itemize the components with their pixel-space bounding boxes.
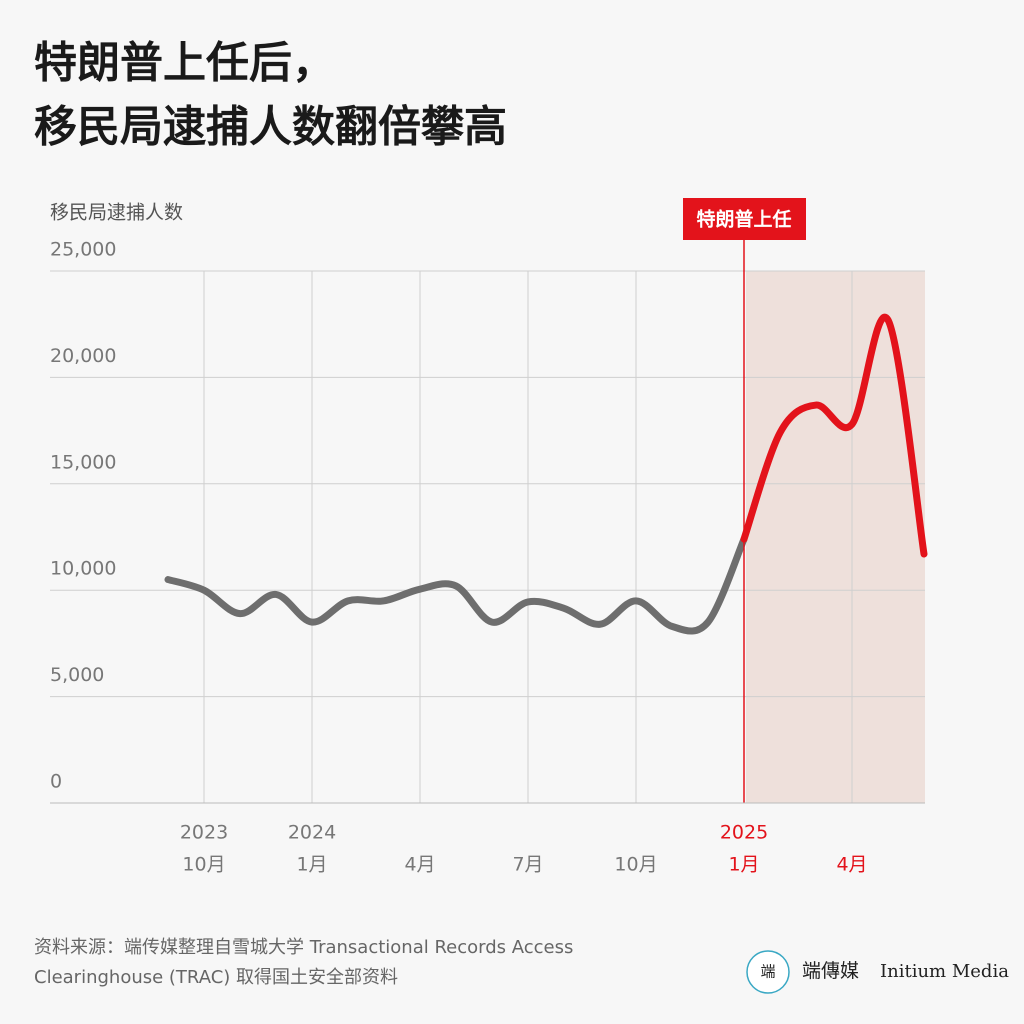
x-tick-label: 1月 bbox=[728, 854, 759, 876]
logo bbox=[746, 950, 790, 994]
chart-title: 特朗普上任后， bbox=[34, 39, 335, 89]
source: Clearinghouse (TRAC) 取得国土安全部资料 bbox=[34, 967, 398, 988]
brand-name: 端傳媒 bbox=[802, 960, 859, 982]
x-tick-label: 4月 bbox=[836, 854, 867, 876]
chart-title: 移民局逮捕人数翻倍攀高 bbox=[34, 103, 507, 153]
annotation: 特朗普上任 bbox=[696, 208, 791, 231]
y-axis-label: 移民局逮捕人数 bbox=[50, 202, 183, 224]
logo-text: 端 bbox=[760, 963, 775, 981]
y-tick-label: 25,000 bbox=[50, 239, 116, 261]
x-tick-year: 2025 bbox=[720, 822, 768, 844]
x-tick-label: 1月 bbox=[296, 854, 327, 876]
y-tick-label: 5,000 bbox=[50, 664, 104, 686]
y-tick-label: 20,000 bbox=[50, 345, 116, 367]
brand-name-en: Initium Media bbox=[880, 961, 1009, 982]
annotation-box bbox=[683, 198, 806, 240]
source: 资料来源：端传媒整理自雪城大学 Transactional Records Ac… bbox=[34, 937, 573, 958]
x-tick-label: 10月 bbox=[182, 854, 225, 876]
y-tick-label: 15,000 bbox=[50, 451, 116, 473]
x-tick-label: 10月 bbox=[614, 854, 657, 876]
x-tick-year: 2024 bbox=[288, 822, 336, 844]
y-tick-label: 10,000 bbox=[50, 558, 116, 580]
line-series bbox=[164, 535, 748, 635]
line-series bbox=[740, 313, 928, 558]
x-tick-label: 4月 bbox=[404, 854, 435, 876]
y-tick-label: 0 bbox=[50, 771, 62, 793]
x-tick-year: 2023 bbox=[180, 822, 228, 844]
x-tick-label: 7月 bbox=[512, 854, 543, 876]
